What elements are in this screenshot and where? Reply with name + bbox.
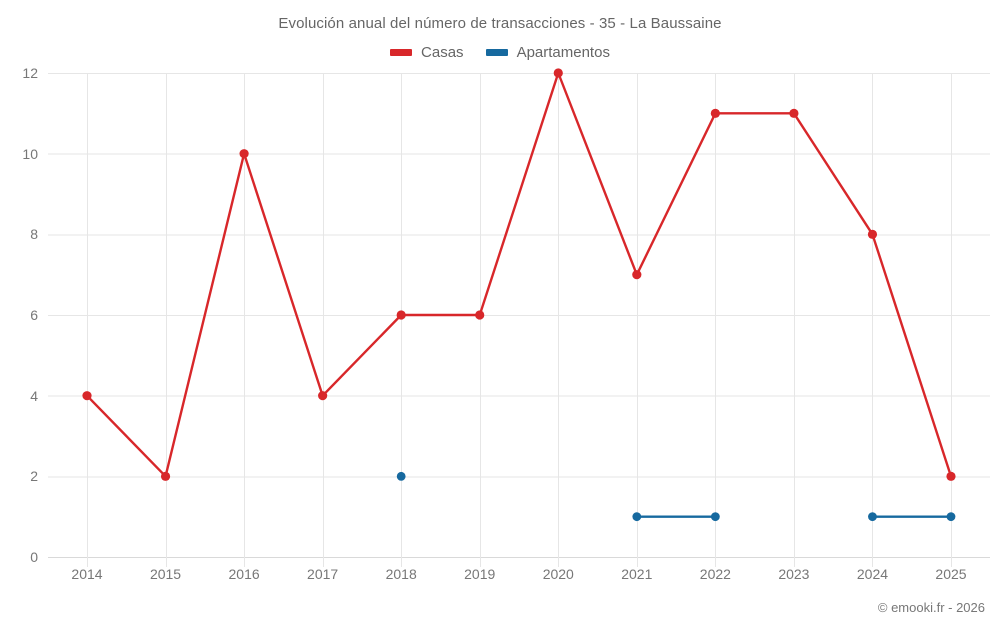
x-axis-tick-label: 2022 [699,566,731,582]
data-point[interactable] [82,391,92,401]
plot-canvas [48,68,990,567]
x-axis-tick-label: 2016 [228,566,260,582]
legend-label-casas: Casas [421,44,464,61]
x-axis-tick-label: 2019 [464,566,496,582]
y-axis-tick-label: 10 [22,145,38,162]
y-axis-tick-label: 4 [30,387,38,404]
x-axis-tick-label: 2023 [778,566,810,582]
data-point[interactable] [396,471,406,481]
legend-item-apartamentos[interactable]: Apartamentos [485,44,610,61]
data-point[interactable] [632,270,642,280]
legend-swatch-apartamentos [485,49,508,56]
data-point[interactable] [632,512,642,522]
y-axis-tick-label: 12 [22,65,38,81]
data-point[interactable] [710,512,720,522]
data-point[interactable] [789,108,799,118]
data-point[interactable] [867,229,878,239]
data-point[interactable] [160,471,171,481]
x-axis-tick-label: 2017 [307,566,339,582]
x-axis-tick-label: 2020 [542,566,574,582]
x-axis-tick-label: 2014 [71,566,103,582]
data-point[interactable] [946,471,956,481]
data-point[interactable] [318,391,328,401]
x-axis-tick-label: 2024 [856,566,889,582]
data-point[interactable] [868,512,877,522]
grid-layer [48,73,990,567]
x-axis-tick-label: 2018 [385,566,417,582]
footer-credit: © emooki.fr - 2026 [877,600,985,615]
legend-label-apartamentos: Apartamentos [516,44,610,61]
plot-area [48,68,990,567]
series-line-casas [85,71,953,478]
x-axis-tick-label: 2025 [935,566,967,582]
x-axis-tick-label: 2015 [149,566,182,582]
chart-legend: Casas Apartamentos [0,45,1000,60]
chart-title: Evolución anual del número de transaccio… [278,15,722,32]
series-layer [82,68,956,522]
y-axis-tick-label: 6 [30,307,38,323]
data-point[interactable] [475,310,485,320]
y-axis-tick-label: 2 [30,468,38,485]
data-point[interactable] [946,512,956,522]
data-point[interactable] [710,108,720,118]
data-point[interactable] [553,68,563,78]
x-axis-tick-label: 2021 [621,566,653,582]
y-axis-tick-label: 8 [30,226,38,243]
y-axis-tick-label: 0 [30,549,38,565]
legend-item-casas[interactable]: Casas [390,45,464,60]
legend-swatch-casas [390,49,413,56]
data-point[interactable] [239,149,249,159]
data-point[interactable] [396,310,406,320]
